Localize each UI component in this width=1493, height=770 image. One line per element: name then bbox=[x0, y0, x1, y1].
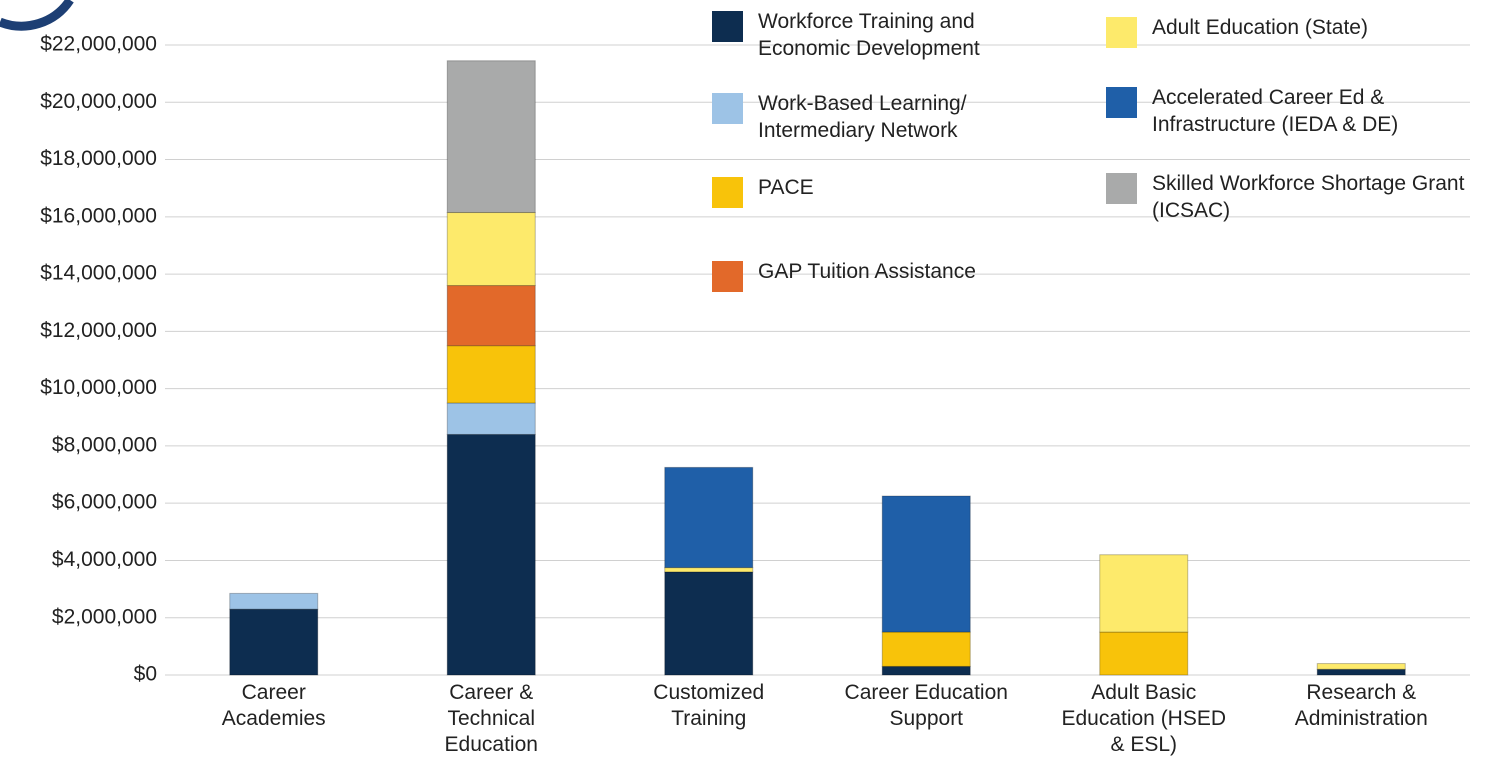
bar-segment bbox=[1099, 631, 1189, 676]
legend-label: Work-Based Learning/ Intermediary Networ… bbox=[758, 92, 967, 142]
bar-segment bbox=[1316, 663, 1406, 670]
bar-segment bbox=[881, 665, 971, 676]
y-tick-label: $18,000,000 bbox=[40, 147, 157, 170]
x-tick-label: Adult Basic Education (HSED & ESL) bbox=[1061, 681, 1227, 756]
bar-segment bbox=[229, 608, 319, 676]
y-tick-label: $2,000,000 bbox=[52, 605, 157, 628]
bar-segment bbox=[446, 285, 536, 347]
legend-item: Workforce Training and Economic Developm… bbox=[712, 8, 1042, 62]
legend-swatch bbox=[1106, 17, 1137, 48]
y-tick-label: $22,000,000 bbox=[40, 33, 157, 56]
legend-swatch bbox=[712, 93, 743, 124]
legend-item: Work-Based Learning/ Intermediary Networ… bbox=[712, 90, 1042, 144]
bar-segment bbox=[881, 631, 971, 667]
legend-label: Accelerated Career Ed & Infrastructure (… bbox=[1152, 86, 1399, 136]
x-tick-label: Career Education Support bbox=[844, 681, 1008, 730]
y-tick-label: $12,000,000 bbox=[40, 319, 157, 342]
legend-item: Adult Education (State) bbox=[1106, 14, 1486, 48]
bar-segment bbox=[229, 592, 319, 610]
bar-segment bbox=[446, 212, 536, 287]
bar-segment bbox=[446, 345, 536, 404]
legend-swatch bbox=[712, 261, 743, 292]
bar-segment bbox=[881, 495, 971, 633]
y-tick-label: $10,000,000 bbox=[40, 376, 157, 399]
legend-swatch bbox=[712, 11, 743, 42]
logo-arc bbox=[0, 0, 74, 31]
legend-label: Skilled Workforce Shortage Grant (ICSAC) bbox=[1152, 172, 1465, 222]
y-tick-label: $0 bbox=[134, 663, 157, 686]
legend-label: GAP Tuition Assistance bbox=[758, 260, 976, 283]
y-tick-label: $14,000,000 bbox=[40, 262, 157, 285]
x-tick-label: Career Academies bbox=[221, 681, 326, 730]
legend-swatch bbox=[1106, 173, 1137, 204]
y-tick-label: $6,000,000 bbox=[52, 491, 157, 514]
y-tick-label: $20,000,000 bbox=[40, 90, 157, 113]
legend-item: GAP Tuition Assistance bbox=[712, 258, 1042, 292]
legend-item: Accelerated Career Ed & Infrastructure (… bbox=[1106, 84, 1486, 138]
legend-label: Workforce Training and Economic Developm… bbox=[758, 10, 980, 60]
legend-swatch bbox=[1106, 87, 1137, 118]
y-tick-label: $4,000,000 bbox=[52, 548, 157, 571]
bar-segment bbox=[446, 433, 536, 676]
bar-segment bbox=[664, 567, 754, 573]
bar-segment bbox=[446, 60, 536, 214]
bar-segment bbox=[664, 466, 754, 569]
legend-label: PACE bbox=[758, 176, 814, 199]
legend-label: Adult Education (State) bbox=[1152, 16, 1368, 39]
x-tick-label: Customized Training bbox=[653, 681, 765, 730]
bar-segment bbox=[664, 571, 754, 676]
x-tick-label: Career & Technical Education bbox=[444, 681, 538, 756]
legend-swatch bbox=[712, 177, 743, 208]
x-tick-label: Research & Administration bbox=[1294, 681, 1428, 730]
y-tick-label: $8,000,000 bbox=[52, 433, 157, 456]
legend-item: Skilled Workforce Shortage Grant (ICSAC) bbox=[1106, 170, 1486, 224]
bar-segment bbox=[1316, 668, 1406, 676]
legend-item: PACE bbox=[712, 174, 1042, 208]
y-tick-label: $16,000,000 bbox=[40, 204, 157, 227]
bar-segment bbox=[1099, 554, 1189, 633]
bar-segment bbox=[446, 402, 536, 435]
